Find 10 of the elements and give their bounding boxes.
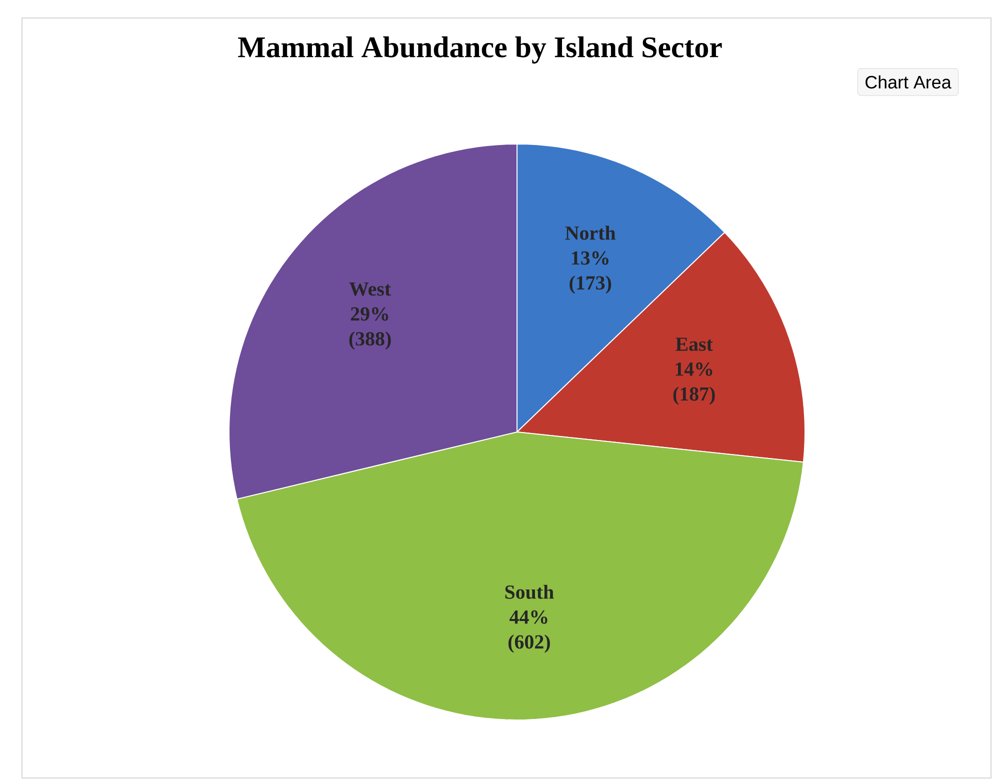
slice-label: North	[565, 226, 616, 240]
chart-title: Mammal Abundance by Island Sector	[238, 36, 722, 64]
slice-label: East	[676, 338, 713, 351]
text: Chart Area	[866, 75, 952, 89]
data-label: 14% (187)	[673, 362, 715, 405]
data-label: 13% (173)	[570, 251, 612, 294]
data-label: 44% (602)	[508, 610, 550, 653]
data-label: 29% (388)	[349, 307, 391, 350]
slice-label: South	[505, 584, 554, 599]
slice-label: West	[349, 282, 391, 296]
